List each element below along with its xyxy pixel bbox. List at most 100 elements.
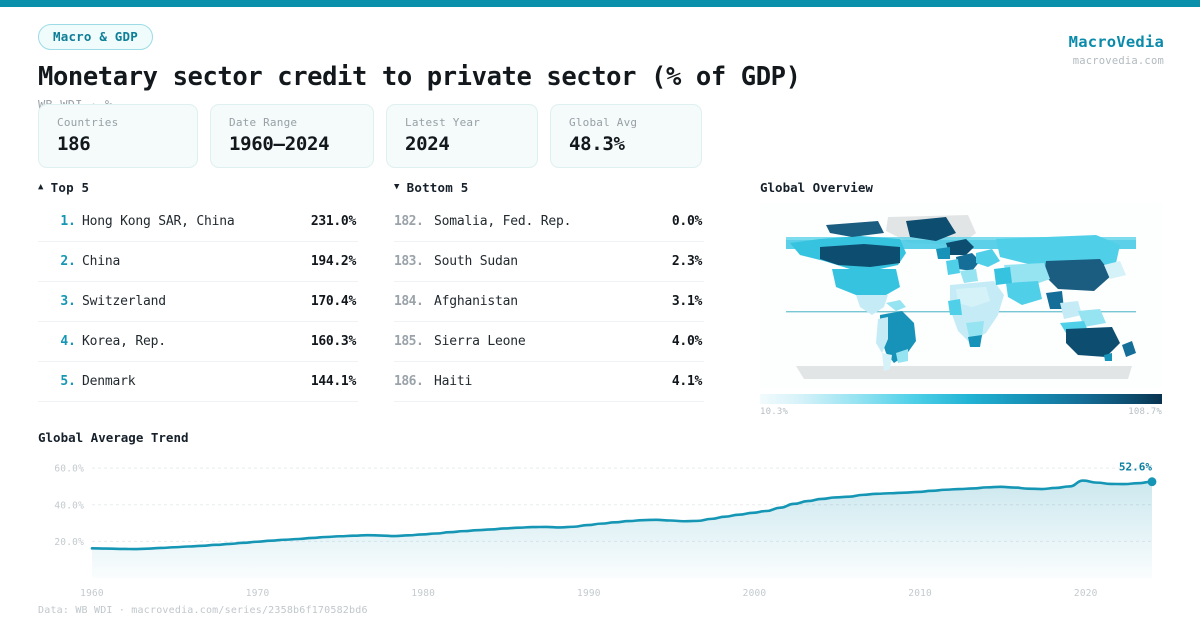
stat-cards: Countries 186 Date Range 1960–2024 Lates… xyxy=(38,104,702,168)
table-row[interactable]: 186. Haiti 4.1% xyxy=(394,362,704,402)
rank-dot: . xyxy=(68,374,76,389)
global-average-trend: Global Average Trend 20.0% 40.0% 60.0% 52.… xyxy=(38,430,1162,606)
stat-value: 186 xyxy=(57,133,91,155)
table-row[interactable]: 182. Somalia, Fed. Rep. 0.0% xyxy=(394,202,704,242)
trend-area xyxy=(92,480,1152,578)
brand-url: macrovedia.com xyxy=(1072,55,1164,67)
trend-svg: 20.0% 40.0% 60.0% 52.6% xyxy=(54,461,1157,578)
rank: 184. xyxy=(394,294,424,309)
bottom-5-heading-label: Bottom 5 xyxy=(406,180,469,195)
rank-dot: . xyxy=(68,294,76,309)
bottom-5-list: 182. Somalia, Fed. Rep. 0.0% 183. South … xyxy=(394,202,704,402)
rank-dot: . xyxy=(68,254,76,269)
rank: 182. xyxy=(394,214,424,229)
country-name: China xyxy=(82,254,121,269)
table-row[interactable]: 2 . China 194.2% xyxy=(38,242,358,282)
rank-dot: . xyxy=(68,334,76,349)
header: Macro & GDP Monetary sector credit to pr… xyxy=(38,24,801,112)
map-svg xyxy=(760,203,1162,388)
trend-heading: Global Average Trend xyxy=(38,430,189,445)
footer-source: Data: WB WDI · macrovedia.com/series/235… xyxy=(38,605,368,616)
table-row[interactable]: 5 . Denmark 144.1% xyxy=(38,362,358,402)
stat-label: Global Avg xyxy=(569,116,638,129)
country-name: Korea, Rep. xyxy=(82,334,166,349)
x-axis-labels: 1960 1970 1980 1990 2000 2010 2020 xyxy=(38,588,1162,606)
stat-value: 48.3% xyxy=(569,133,625,155)
legend-max-label: 108.7% xyxy=(1128,407,1162,417)
country-value: 231.0% xyxy=(310,214,356,229)
legend-labels: 10.3% 108.7% xyxy=(760,407,1162,417)
x-axis-tick: 2020 xyxy=(1073,588,1098,599)
country-value: 160.3% xyxy=(310,334,356,349)
rank: 2 xyxy=(60,254,68,269)
top-5-list: 1 . Hong Kong SAR, China 231.0% 2 . Chin… xyxy=(38,202,358,402)
y-axis-labels: 20.0% 40.0% 60.0% xyxy=(54,464,84,548)
map-heading: Global Overview xyxy=(760,180,873,195)
legend-min-label: 10.3% xyxy=(760,407,789,417)
stat-label: Latest Year xyxy=(405,116,481,129)
rank: 185. xyxy=(394,334,424,349)
x-axis-tick: 2000 xyxy=(742,588,767,599)
trend-end-label: 52.6% xyxy=(1119,461,1152,474)
table-row[interactable]: 4 . Korea, Rep. 160.3% xyxy=(38,322,358,362)
table-row[interactable]: 3 . Switzerland 170.4% xyxy=(38,282,358,322)
stat-card-date-range: Date Range 1960–2024 xyxy=(210,104,374,168)
category-badge: Macro & GDP xyxy=(38,24,153,50)
stat-value: 2024 xyxy=(405,133,450,155)
page-title: Monetary sector credit to private sector… xyxy=(38,62,801,92)
country-value: 2.3% xyxy=(671,254,702,269)
brand: MacroVedia macrovedia.com xyxy=(1069,33,1164,67)
rank: 186. xyxy=(394,374,424,389)
y-axis-tick: 40.0% xyxy=(54,500,84,511)
country-name: Switzerland xyxy=(82,294,166,309)
country-value: 144.1% xyxy=(310,374,356,389)
top-5-heading-label: Top 5 xyxy=(50,180,90,195)
rank: 3 xyxy=(60,294,68,309)
caret-up-icon: ▲ xyxy=(38,182,44,192)
caret-down-icon: ▼ xyxy=(394,182,400,192)
legend-gradient-bar xyxy=(760,394,1162,404)
rank: 4 xyxy=(60,334,68,349)
top-5-heading: ▲ Top 5 xyxy=(38,180,358,195)
stat-card-global-avg: Global Avg 48.3% xyxy=(550,104,702,168)
country-name: Denmark xyxy=(82,374,136,389)
bottom-5-panel: ▼ Bottom 5 182. Somalia, Fed. Rep. 0.0% … xyxy=(394,180,704,402)
country-value: 4.1% xyxy=(671,374,702,389)
rank: 183. xyxy=(394,254,424,269)
stat-label: Date Range xyxy=(229,116,298,129)
rank-dot: . xyxy=(68,214,76,229)
country-name: Hong Kong SAR, China xyxy=(82,214,235,229)
table-row[interactable]: 1 . Hong Kong SAR, China 231.0% xyxy=(38,202,358,242)
x-axis-tick: 1990 xyxy=(577,588,601,599)
bottom-5-heading: ▼ Bottom 5 xyxy=(394,180,704,195)
table-row[interactable]: 184. Afghanistan 3.1% xyxy=(394,282,704,322)
rank: 1 xyxy=(60,214,68,229)
map-legend: 10.3% 108.7% xyxy=(760,394,1162,417)
table-row[interactable]: 183. South Sudan 2.3% xyxy=(394,242,704,282)
country-name: Afghanistan xyxy=(434,294,518,309)
rank: 5 xyxy=(60,374,68,389)
country-value: 4.0% xyxy=(671,334,702,349)
country-name: South Sudan xyxy=(434,254,518,269)
x-axis-tick: 2010 xyxy=(908,588,932,599)
trend-end-dot xyxy=(1147,477,1157,487)
stat-value: 1960–2024 xyxy=(229,133,330,155)
country-name: Sierra Leone xyxy=(434,334,526,349)
x-axis-tick: 1960 xyxy=(80,588,104,599)
global-overview: Global Overview xyxy=(760,180,1162,417)
world-choropleth-map[interactable] xyxy=(760,203,1162,388)
trend-chart[interactable]: 20.0% 40.0% 60.0% 52.6% xyxy=(38,451,1162,586)
stat-card-latest-year: Latest Year 2024 xyxy=(386,104,538,168)
x-axis-tick: 1970 xyxy=(245,588,270,599)
trend-line xyxy=(90,479,1154,551)
top-accent-bar xyxy=(0,0,1200,7)
y-axis-tick: 20.0% xyxy=(54,537,84,548)
country-value: 194.2% xyxy=(310,254,356,269)
x-axis-tick: 1980 xyxy=(411,588,436,599)
stat-label: Countries xyxy=(57,116,119,129)
y-axis-tick: 60.0% xyxy=(54,464,84,475)
top-5-panel: ▲ Top 5 1 . Hong Kong SAR, China 231.0% … xyxy=(38,180,358,402)
table-row[interactable]: 185. Sierra Leone 4.0% xyxy=(394,322,704,362)
country-value: 170.4% xyxy=(310,294,356,309)
